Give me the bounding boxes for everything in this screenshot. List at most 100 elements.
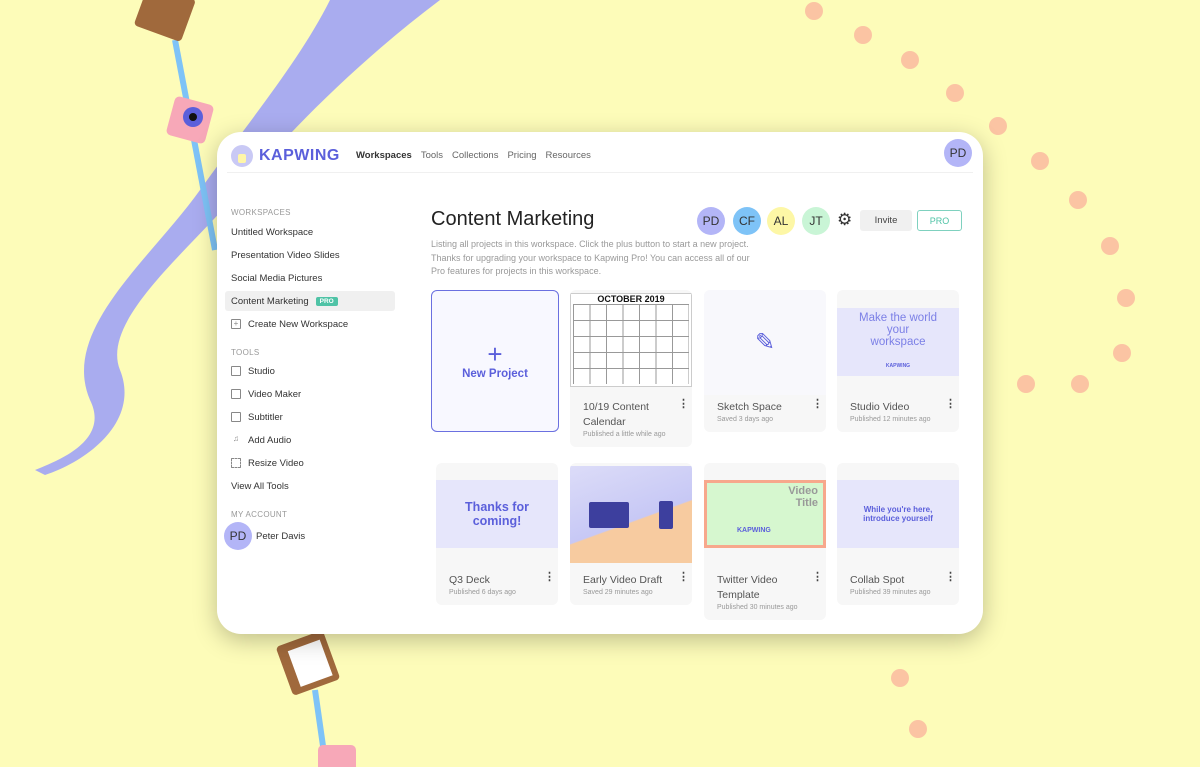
project-subtitle: Saved 29 minutes ago <box>583 589 653 596</box>
more-options-icon[interactable]: ⋮ <box>812 398 823 410</box>
create-workspace-label: Create New Workspace <box>248 318 349 330</box>
subtitles-icon <box>231 412 241 422</box>
project-title: Collab Spot <box>850 574 905 586</box>
more-options-icon[interactable]: ⋮ <box>945 571 956 583</box>
tool-label: Subtitler <box>248 411 283 423</box>
workspace-label: Untitled Workspace <box>231 226 314 238</box>
project-subtitle: Published 6 days ago <box>449 589 516 596</box>
nav-pricing[interactable]: Pricing <box>507 150 537 161</box>
tools-heading: TOOLS <box>231 348 260 357</box>
more-options-icon[interactable]: ⋮ <box>945 398 956 410</box>
thumb-logo: KAPWING <box>885 363 911 369</box>
member-avatar[interactable]: AL <box>767 207 795 235</box>
more-options-icon[interactable]: ⋮ <box>678 571 689 583</box>
clipboard-illustration <box>134 0 195 42</box>
member-avatar[interactable]: CF <box>733 207 761 235</box>
pencil-icon: ✎ <box>704 290 826 395</box>
project-title: Sketch Space <box>717 401 782 413</box>
workspace-label: Content Marketing <box>231 295 309 307</box>
layout-icon <box>231 366 241 376</box>
calendar-thumbnail: OCTOBER 2019 <box>570 293 692 387</box>
project-card[interactable]: Make the world your workspace KAPWING St… <box>837 290 959 432</box>
nav-workspaces[interactable]: Workspaces <box>356 150 412 161</box>
header-divider <box>227 172 973 173</box>
project-card[interactable]: OCTOBER 2019 10/19 Content Calendar Publ… <box>570 290 692 447</box>
project-title: 10/19 Content Calendar <box>583 401 649 428</box>
workspace-content-marketing[interactable]: Content Marketing PRO <box>225 291 395 311</box>
top-nav: Workspaces Tools Collections Pricing Res… <box>356 150 591 161</box>
app-window: KAPWING Workspaces Tools Collections Pri… <box>217 132 983 634</box>
more-options-icon[interactable]: ⋮ <box>678 398 689 410</box>
project-subtitle: Published 39 minutes ago <box>850 589 931 596</box>
project-title: Q3 Deck <box>449 574 490 586</box>
pro-button[interactable]: PRO <box>917 210 962 231</box>
account-avatar[interactable]: PD <box>224 522 252 550</box>
project-card[interactable]: While you're here, introduce yourself Co… <box>837 463 959 605</box>
thumb-text: OCTOBER 2019 <box>597 294 665 304</box>
user-avatar[interactable]: PD <box>944 139 972 167</box>
tool-subtitler[interactable]: Subtitler <box>231 407 283 427</box>
thumb-text: Make the world your workspace <box>859 312 937 348</box>
tool-label: Studio <box>248 365 275 377</box>
project-subtitle: Published 30 minutes ago <box>717 604 798 611</box>
twitter-template-thumbnail: Video Title KAPWING <box>704 480 826 548</box>
member-avatar[interactable]: PD <box>697 207 725 235</box>
workspace-social[interactable]: Social Media Pictures <box>231 268 322 288</box>
plus-icon: + <box>487 339 503 369</box>
dots-pattern <box>805 2 1135 738</box>
workspace-label: Social Media Pictures <box>231 272 323 284</box>
kapwing-cat-icon <box>231 145 253 167</box>
workspace-description: Listing all projects in this workspace. … <box>431 239 750 276</box>
project-card[interactable]: Thanks for coming! Q3 Deck Published 6 d… <box>436 463 558 605</box>
create-workspace-button[interactable]: + Create New Workspace <box>231 314 348 334</box>
workspaces-heading: WORKSPACES <box>231 208 291 217</box>
workspace-presentation[interactable]: Presentation Video Slides <box>231 245 340 265</box>
view-all-tools-link[interactable]: View All Tools <box>231 476 289 496</box>
phone-illustration <box>659 500 673 529</box>
project-card[interactable]: Video Title KAPWING Twitter Video Templa… <box>704 463 826 620</box>
tool-label: Add Audio <box>248 434 292 446</box>
video-camera-icon <box>231 389 241 399</box>
new-project-label: New Project <box>462 368 528 380</box>
project-title: Studio Video <box>850 401 910 413</box>
thumb-text: While you're here, introduce yourself <box>837 480 959 548</box>
more-options-icon[interactable]: ⋮ <box>544 571 555 583</box>
account-heading: MY ACCOUNT <box>231 510 288 519</box>
account-name[interactable]: Peter Davis <box>256 530 306 542</box>
project-title: Early Video Draft <box>583 574 663 586</box>
music-note-icon: ♫ <box>233 434 239 443</box>
project-subtitle: Published a little while ago <box>583 431 666 438</box>
plus-square-icon: + <box>231 319 241 329</box>
nav-resources[interactable]: Resources <box>545 150 591 161</box>
new-project-card[interactable]: + New Project <box>431 290 559 432</box>
calendar-grid <box>573 304 689 384</box>
brand-name: KAPWING <box>259 147 340 164</box>
thumb-text: Video Title <box>788 485 818 509</box>
workspace-label: Presentation Video Slides <box>231 249 340 261</box>
project-subtitle: Published 12 minutes ago <box>850 416 931 423</box>
tool-add-audio[interactable]: ♫ Add Audio <box>231 430 291 450</box>
nav-collections[interactable]: Collections <box>452 150 499 161</box>
nav-tools[interactable]: Tools <box>420 150 443 161</box>
settings-gear-icon[interactable]: ⚙ <box>837 210 853 229</box>
tool-studio[interactable]: Studio <box>231 361 275 381</box>
kapwing-logo[interactable]: KAPWING <box>231 145 340 167</box>
project-card[interactable]: ✎ Sketch Space Saved 3 days ago ⋮ <box>704 290 826 432</box>
invite-button[interactable]: Invite <box>860 210 912 231</box>
tool-label: Video Maker <box>248 388 302 400</box>
view-all-label: View All Tools <box>231 480 289 492</box>
pro-badge: PRO <box>315 296 338 306</box>
resize-icon <box>231 458 241 468</box>
member-avatar[interactable]: JT <box>802 207 830 235</box>
page-title: Content Marketing <box>431 208 595 230</box>
more-options-icon[interactable]: ⋮ <box>812 571 823 583</box>
laptop-illustration <box>589 501 629 528</box>
project-card[interactable]: Early Video Draft Saved 29 minutes ago ⋮ <box>570 463 692 605</box>
thumb-logo: KAPWING <box>737 527 771 534</box>
workspace-untitled[interactable]: Untitled Workspace <box>231 222 313 242</box>
tool-video-maker[interactable]: Video Maker <box>231 384 301 404</box>
tool-resize-video[interactable]: Resize Video <box>231 453 304 473</box>
studio-thumbnail: Make the world your workspace KAPWING <box>837 308 959 376</box>
tool-label: Resize Video <box>248 457 304 469</box>
